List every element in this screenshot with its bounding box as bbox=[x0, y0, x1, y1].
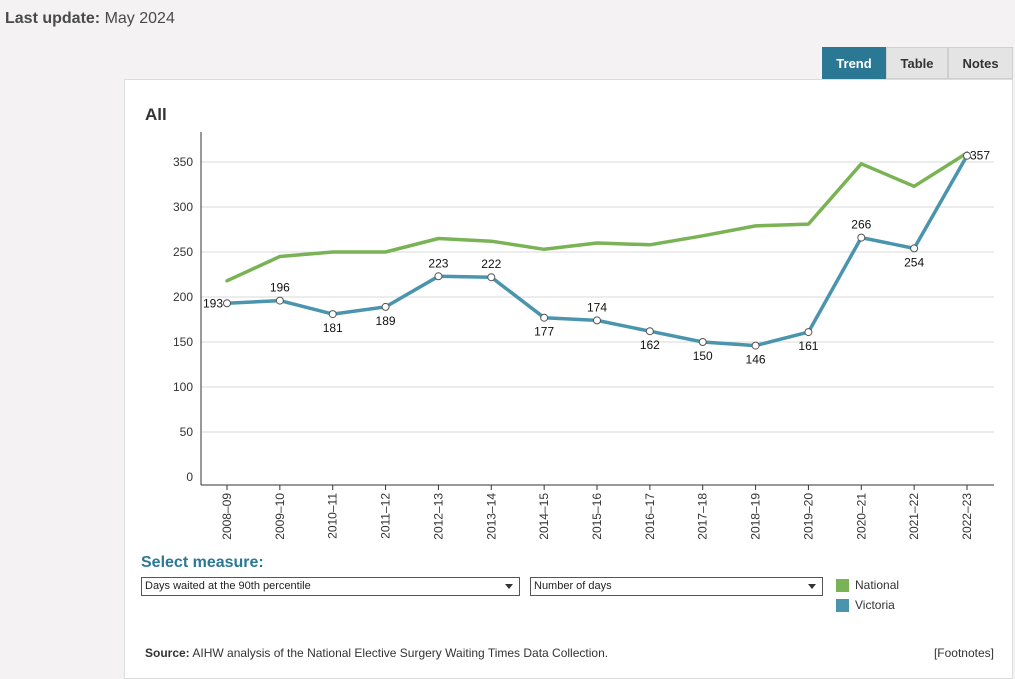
data-label: 161 bbox=[798, 339, 818, 353]
data-label: 357 bbox=[970, 149, 990, 163]
unit-select[interactable]: Number of days bbox=[530, 577, 823, 596]
unit-select-value: Number of days bbox=[534, 580, 612, 592]
data-label: 196 bbox=[270, 281, 290, 295]
series-line-national bbox=[225, 151, 969, 283]
x-tick-label: 2011–12 bbox=[379, 493, 393, 539]
data-label: 223 bbox=[428, 256, 448, 270]
y-tick-label: 0 bbox=[186, 470, 193, 484]
data-point bbox=[223, 299, 231, 308]
chart-panel: All 0 50 100 150 200 250 300 350 2008–09 2009–10 2… bbox=[124, 79, 1013, 679]
x-tick-label: 2012–13 bbox=[431, 493, 445, 540]
data-label: 181 bbox=[323, 321, 343, 335]
data-label: 193 bbox=[203, 296, 223, 310]
select-measure-label: Select measure: bbox=[141, 554, 264, 571]
y-tick-label: 150 bbox=[173, 335, 193, 349]
legend-item-national[interactable]: National bbox=[836, 578, 899, 592]
measure-select[interactable]: Days waited at the 90th percentile bbox=[141, 577, 520, 596]
x-tick-label: 2020–21 bbox=[854, 493, 868, 540]
y-tick-label: 50 bbox=[180, 425, 194, 439]
y-tick-label: 100 bbox=[173, 380, 193, 394]
y-tick-label: 200 bbox=[173, 290, 193, 304]
x-tick-label: 2017–18 bbox=[696, 493, 710, 540]
data-label: 150 bbox=[693, 349, 713, 363]
tab-table[interactable]: Table bbox=[886, 47, 948, 79]
data-point bbox=[434, 272, 443, 281]
data-point bbox=[275, 296, 284, 305]
source-text: AIHW analysis of the National Elective S… bbox=[192, 646, 609, 660]
data-point bbox=[645, 327, 654, 336]
data-point bbox=[593, 316, 601, 325]
data-point bbox=[698, 338, 707, 346]
data-point bbox=[487, 273, 496, 282]
data-label: 174 bbox=[587, 300, 607, 314]
x-tick-label: 2010–11 bbox=[326, 493, 340, 539]
data-label: 222 bbox=[481, 257, 501, 271]
data-label: 189 bbox=[376, 314, 396, 328]
data-point bbox=[328, 310, 337, 319]
data-point bbox=[381, 302, 390, 311]
data-label: 162 bbox=[640, 338, 660, 352]
legend-swatch-national bbox=[836, 578, 849, 592]
x-tick-label: 2009–10 bbox=[273, 493, 287, 540]
data-point bbox=[751, 341, 760, 350]
footnotes-link[interactable]: [Footnotes] bbox=[933, 646, 994, 660]
last-update-value: May 2024 bbox=[104, 10, 175, 27]
last-update-label: Last update: bbox=[5, 10, 101, 27]
x-tick-label: 2018–19 bbox=[749, 493, 763, 540]
legend-label-victoria: Victoria bbox=[855, 598, 895, 612]
tab-notes[interactable]: Notes bbox=[948, 47, 1013, 79]
data-label: 254 bbox=[904, 255, 924, 269]
legend-item-victoria[interactable]: Victoria bbox=[836, 598, 895, 612]
x-tick-label: 2022–23 bbox=[960, 493, 974, 540]
last-update: Last update: May 2024 bbox=[5, 10, 175, 28]
data-point bbox=[910, 244, 919, 253]
x-tick-label: 2021–22 bbox=[907, 493, 921, 540]
chevron-down-icon bbox=[808, 584, 816, 589]
chevron-down-icon bbox=[505, 584, 513, 589]
data-point bbox=[804, 328, 813, 337]
x-tick-label: 2015–16 bbox=[590, 493, 604, 540]
data-point bbox=[963, 151, 971, 160]
x-tick-label: 2016–17 bbox=[643, 493, 657, 540]
legend-swatch-victoria bbox=[836, 598, 849, 612]
data-label: 146 bbox=[746, 353, 766, 367]
data-point bbox=[540, 313, 549, 322]
measure-select-value: Days waited at the 90th percentile bbox=[145, 580, 311, 592]
legend-label-national: National bbox=[855, 578, 900, 592]
x-tick-label: 2013–14 bbox=[484, 493, 498, 540]
data-point bbox=[857, 233, 866, 242]
x-tick-label: 2008–09 bbox=[220, 493, 234, 540]
chart-title: All bbox=[145, 105, 167, 124]
x-tick-label: 2019–20 bbox=[801, 493, 815, 540]
y-tick-label: 350 bbox=[173, 155, 193, 169]
line-chart: 0 50 100 150 200 250 300 350 2008–09 2009–10 2010–… bbox=[173, 132, 994, 540]
tab-trend[interactable]: Trend bbox=[822, 47, 886, 79]
source-note: Source: AIHW analysis of the National El… bbox=[145, 646, 608, 660]
y-tick-label: 300 bbox=[173, 200, 193, 214]
data-label: 177 bbox=[534, 325, 554, 339]
x-tick-label: 2014–15 bbox=[537, 493, 551, 540]
y-tick-label: 250 bbox=[173, 245, 193, 259]
data-label: 266 bbox=[851, 218, 871, 232]
view-tabs: Trend Table Notes bbox=[822, 47, 1013, 79]
source-label: Source: bbox=[145, 646, 190, 660]
